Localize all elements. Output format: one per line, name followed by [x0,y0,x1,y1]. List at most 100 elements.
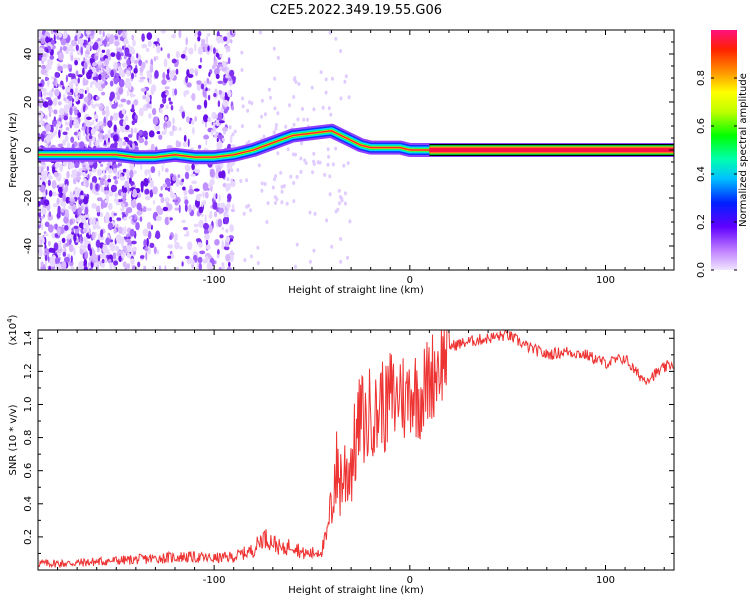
heatmap-noise-cell [55,123,59,131]
heatmap-noise-cell [127,236,131,240]
heatmap-noise-cell [77,112,82,118]
heatmap-noise-cell [274,174,278,179]
heatmap-noise-cell [127,134,133,138]
heatmap-noise-cell [83,97,89,102]
heatmap-noise-cell [115,76,120,82]
heatmap-noise-cell [171,58,177,64]
heatmap-noise-cell [311,170,315,175]
heatmap-noise-cell [142,130,148,138]
heatmap-noise-cell [280,200,284,205]
heatmap-noise-cell [167,255,172,259]
heatmap-noise-cell [191,119,195,125]
heatmap-noise-cell [114,96,117,104]
heatmap-noise-cell [120,73,125,77]
heatmap-noise-cell [97,60,103,66]
heatmap-noise-cell [205,36,209,45]
heatmap-noise-cell [90,128,96,136]
heatmap-noise-cell [50,214,53,221]
heatmap-noise-cell [260,181,264,186]
heatmap-noise-cell [91,66,97,73]
heatmap-noise-cell [54,161,60,168]
heatmap-noise-cell [260,114,263,119]
heatmap-noise-cell [222,99,229,108]
heatmap-noise-cell [91,176,98,184]
heatmap-noise-cell [194,42,197,52]
heatmap-noise-cell [68,205,72,210]
heatmap-noise-cell [47,256,50,262]
heatmap-noise-cell [184,171,190,179]
heatmap-noise-cell [89,217,93,226]
heatmap-noise-cell [222,96,225,101]
heatmap-noise-cell [192,126,195,135]
heatmap-noise-cell [215,193,218,200]
heatmap-noise-cell [113,134,119,143]
heatmap-noise-cell [343,191,347,196]
heatmap-noise-cell [59,163,64,172]
heatmap-noise-cell [159,108,163,114]
heatmap-noise-cell [142,228,149,237]
heatmap-noise-cell [316,160,320,165]
heatmap-noise-cell [347,95,351,100]
heatmap-noise-cell [339,49,343,53]
heatmap-noise-cell [120,208,125,212]
heatmap-noise-cell [169,235,173,241]
heatmap-noise-cell [334,36,338,41]
heatmap-noise-cell [48,190,53,197]
heatmap-noise-cell [241,96,245,101]
heatmap-noise-cell [183,196,188,201]
heatmap-noise-cell [260,188,264,193]
heatmap-noise-cell [99,30,102,35]
heatmap-noise-cell [141,33,145,42]
heatmap-noise-cell [74,60,78,66]
heatmap-noise-cell [190,173,196,177]
heatmap-noise-cell [42,130,47,135]
heatmap-noise-cell [40,261,44,267]
heatmap-noise-cell [168,216,171,224]
heatmap-noise-cell [92,119,95,125]
heatmap-noise-cell [162,206,169,212]
heatmap-noise-cell [142,95,147,100]
heatmap-noise-cell [204,214,207,224]
heatmap-noise-cell [122,261,127,268]
heatmap-noise-cell [105,166,110,171]
heatmap-noise-cell [55,263,62,270]
heatmap-noise-cell [54,97,58,103]
heatmap-noise-cell [74,161,80,169]
heatmap-noise-cell [45,97,52,100]
heatmap-noise-cell [70,265,75,270]
heatmap-noise-cell [79,141,85,149]
heatmap-noise-cell [295,242,299,247]
heatmap-noise-cell [113,198,119,203]
heatmap-noise-cell [58,129,61,139]
heatmap-noise-cell [164,116,168,121]
heatmap-noise-cell [69,119,73,129]
heatmap-noise-cell [48,211,52,218]
heatmap-noise-cell [292,95,296,99]
heatmap-noise-cell [59,107,65,116]
heatmap-noise-cell [240,124,244,129]
heatmap-noise-cell [131,104,135,112]
snr-y-tick-label: 1.4 [23,330,34,346]
heatmap-noise-cell [138,107,144,117]
heatmap-noise-cell [113,212,117,216]
heatmap-noise-cell [242,211,246,216]
heatmap-noise-cell [38,201,41,207]
heatmap-noise-cell [44,248,49,252]
heatmap-noise-cell [129,228,135,237]
heatmap-noise-cell [62,86,65,90]
heatmap-noise-cell [116,217,122,221]
heatmap-noise-cell [50,39,55,46]
heatmap-noise-cell [38,99,43,108]
heatmap-noise-cell [122,246,127,251]
heatmap-noise-cell [63,97,66,102]
heatmap-noise-cell [144,195,151,201]
heatmap-noise-cell [44,196,47,201]
heatmap-noise-cell [227,47,231,52]
snr-y-ticks: 0.2 0.4 0.6 0.8 1.0 1.2 1.4 [23,330,674,554]
heatmap-noise-cell [216,122,220,127]
heatmap-noise-cell [285,201,289,206]
heatmap-noise-cell [212,201,218,210]
heatmap-noise-cell [126,89,129,97]
heatmap-noise-cell [101,91,106,96]
heatmap-noise-cell [91,253,97,262]
